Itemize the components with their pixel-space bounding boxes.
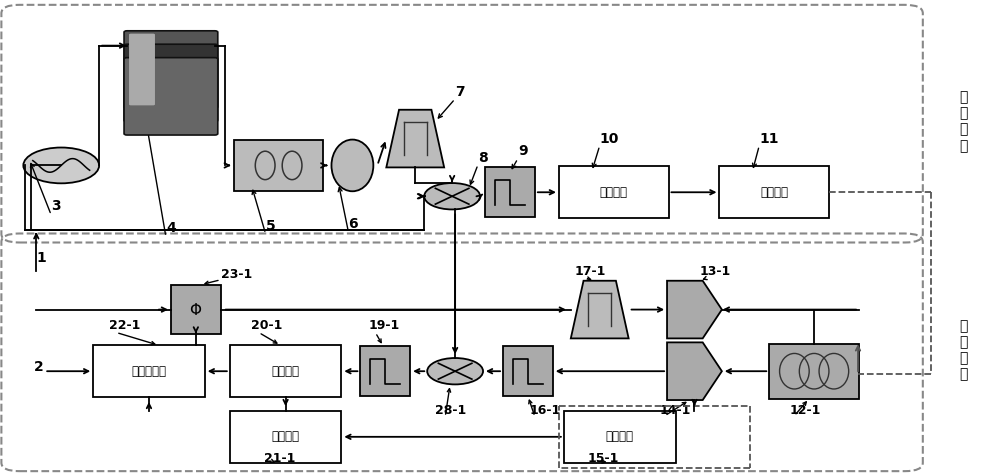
Polygon shape bbox=[667, 281, 722, 338]
Text: 传
递
链
路: 传 递 链 路 bbox=[960, 90, 968, 153]
Circle shape bbox=[424, 183, 480, 210]
FancyBboxPatch shape bbox=[171, 285, 221, 335]
Text: 17-1: 17-1 bbox=[575, 265, 606, 278]
FancyBboxPatch shape bbox=[124, 44, 218, 122]
Text: 7: 7 bbox=[455, 85, 465, 99]
FancyBboxPatch shape bbox=[769, 344, 859, 399]
Text: 15-1: 15-1 bbox=[588, 452, 619, 465]
Text: 11: 11 bbox=[759, 132, 779, 146]
Text: 2: 2 bbox=[34, 360, 43, 374]
Circle shape bbox=[427, 358, 483, 384]
Text: 12-1: 12-1 bbox=[789, 404, 821, 417]
Text: 电压驱动器: 电压驱动器 bbox=[131, 365, 166, 378]
Text: 21-1: 21-1 bbox=[264, 452, 295, 465]
Text: 9: 9 bbox=[518, 145, 528, 158]
FancyBboxPatch shape bbox=[719, 166, 829, 218]
FancyBboxPatch shape bbox=[93, 346, 205, 397]
Text: 20-1: 20-1 bbox=[251, 319, 282, 332]
FancyBboxPatch shape bbox=[559, 166, 669, 218]
FancyBboxPatch shape bbox=[129, 34, 155, 105]
Text: 16-1: 16-1 bbox=[530, 404, 561, 417]
Text: 28-1: 28-1 bbox=[435, 404, 466, 417]
Circle shape bbox=[23, 147, 99, 183]
Text: 1: 1 bbox=[36, 251, 46, 265]
Polygon shape bbox=[667, 342, 722, 400]
Text: 数据采集: 数据采集 bbox=[272, 365, 300, 378]
Text: 6: 6 bbox=[348, 217, 358, 231]
Text: 23-1: 23-1 bbox=[221, 268, 252, 281]
Text: 14-1: 14-1 bbox=[660, 404, 691, 417]
Text: 数
据
链
路: 数 据 链 路 bbox=[960, 319, 968, 382]
FancyBboxPatch shape bbox=[360, 346, 410, 396]
Text: 3: 3 bbox=[51, 199, 61, 213]
Text: 10: 10 bbox=[600, 132, 619, 146]
Text: 19-1: 19-1 bbox=[368, 319, 400, 332]
Text: 4: 4 bbox=[166, 221, 176, 235]
Text: 13-1: 13-1 bbox=[699, 265, 731, 278]
Polygon shape bbox=[571, 281, 629, 338]
FancyBboxPatch shape bbox=[230, 346, 341, 397]
FancyBboxPatch shape bbox=[485, 167, 535, 217]
Text: 22-1: 22-1 bbox=[109, 319, 140, 332]
Text: 光发送器: 光发送器 bbox=[760, 186, 788, 199]
FancyBboxPatch shape bbox=[124, 31, 218, 108]
FancyBboxPatch shape bbox=[124, 58, 218, 135]
FancyBboxPatch shape bbox=[234, 139, 323, 191]
FancyBboxPatch shape bbox=[503, 346, 553, 396]
FancyBboxPatch shape bbox=[564, 411, 676, 463]
FancyBboxPatch shape bbox=[230, 411, 341, 463]
Ellipse shape bbox=[331, 139, 373, 191]
Text: 数据采集: 数据采集 bbox=[600, 186, 628, 199]
Polygon shape bbox=[386, 110, 444, 167]
Text: 8: 8 bbox=[478, 151, 488, 165]
Text: 光接收器: 光接收器 bbox=[606, 430, 634, 443]
Text: 微处理器: 微处理器 bbox=[272, 430, 300, 443]
Text: 5: 5 bbox=[266, 219, 275, 233]
Text: $\mathit{\Phi}$: $\mathit{\Phi}$ bbox=[189, 301, 202, 318]
